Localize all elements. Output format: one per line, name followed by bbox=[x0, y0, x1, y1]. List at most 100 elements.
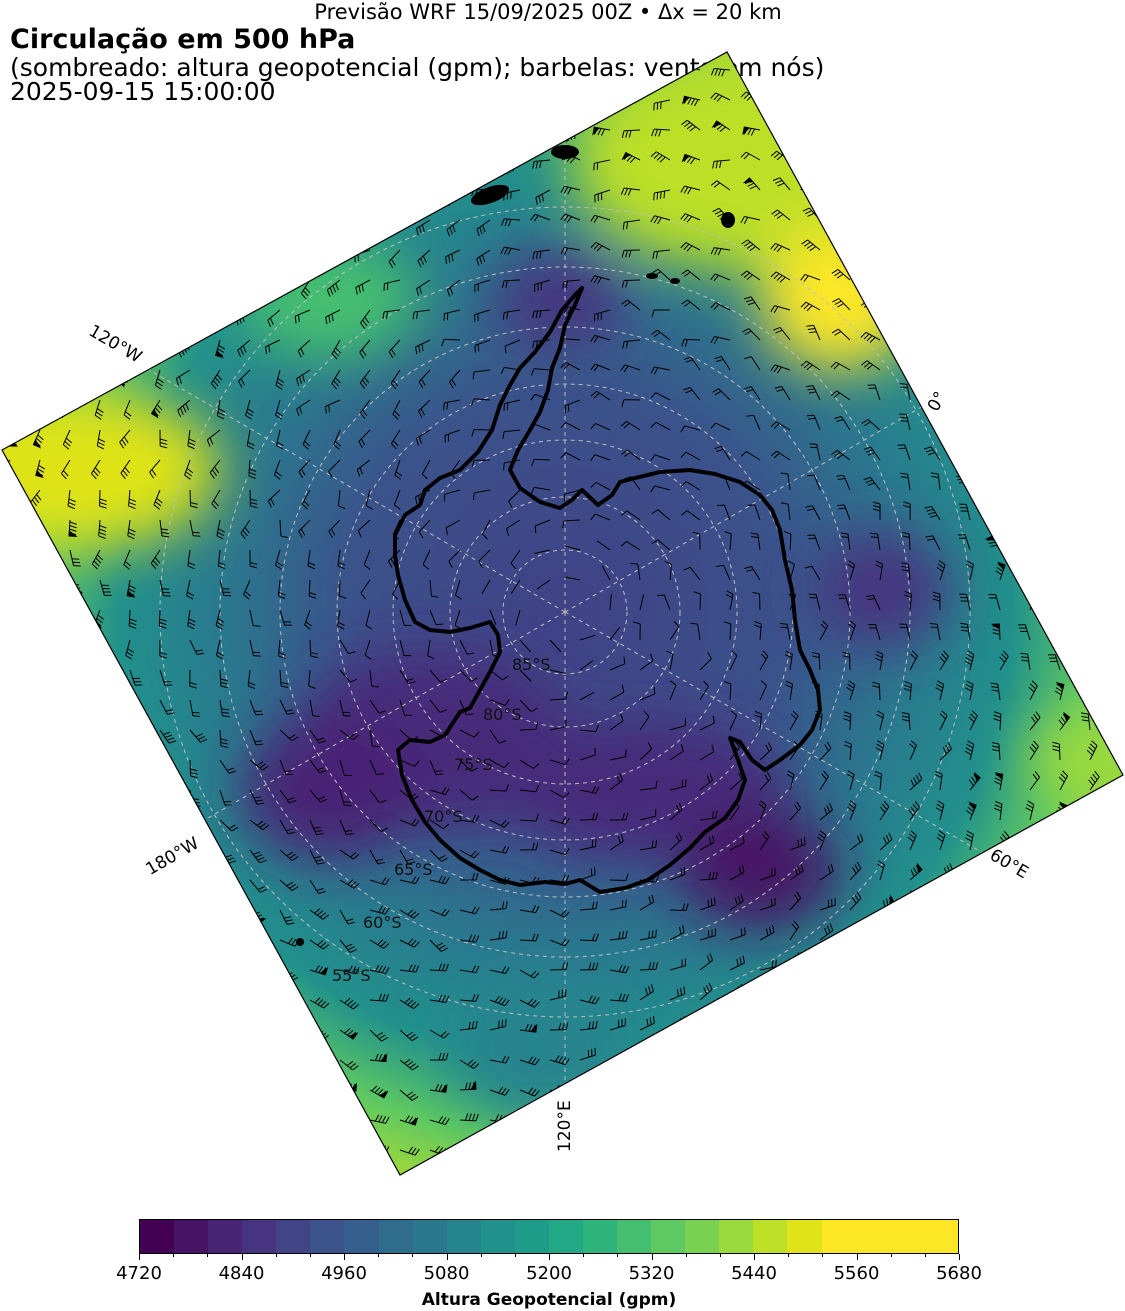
wind-barb bbox=[639, 653, 654, 671]
wind-barb bbox=[831, 449, 851, 461]
colorbar-minor-tick bbox=[173, 1254, 175, 1257]
wind-barb bbox=[399, 609, 412, 626]
wind-barb bbox=[249, 1054, 270, 1064]
wind-barb bbox=[861, 120, 881, 132]
colorbar-segment bbox=[855, 1220, 890, 1253]
wind-barb bbox=[831, 149, 851, 161]
wind-barb bbox=[716, 564, 731, 581]
wind-barb bbox=[298, 519, 311, 538]
wind-barb bbox=[473, 99, 491, 111]
wind-barb bbox=[8, 729, 18, 747]
wind-barb bbox=[123, 399, 132, 420]
wind-barb bbox=[579, 995, 600, 1005]
wind-barb bbox=[129, 906, 149, 920]
wind-barb bbox=[369, 669, 379, 688]
wind-barb bbox=[530, 97, 551, 106]
wind-barb bbox=[699, 1016, 716, 1031]
wind-barb bbox=[590, 363, 611, 372]
wind-barb bbox=[337, 609, 345, 630]
wind-barb bbox=[981, 148, 1001, 161]
wind-barb bbox=[902, 531, 911, 551]
wind-barb bbox=[847, 800, 857, 821]
wind-barb bbox=[205, 52, 212, 56]
wind-barb bbox=[309, 1059, 328, 1073]
wind-barb bbox=[339, 699, 351, 717]
wind-barb bbox=[69, 789, 79, 808]
wind-barb bbox=[1042, 328, 1061, 341]
wind-barb bbox=[621, 449, 641, 461]
wind-barb bbox=[388, 339, 401, 359]
wind-barb bbox=[639, 1080, 657, 1091]
wind-barb bbox=[297, 339, 311, 358]
wind-barb bbox=[331, 369, 341, 390]
wind-barb bbox=[809, 443, 821, 461]
wind-barb bbox=[951, 118, 971, 131]
wind-barb bbox=[1027, 1070, 1039, 1091]
wind-barb bbox=[922, 357, 941, 371]
wind-barb bbox=[243, 579, 251, 600]
wind-barb bbox=[959, 503, 971, 521]
wind-barb bbox=[909, 1012, 923, 1031]
wind-barb bbox=[212, 279, 224, 299]
wind-barb bbox=[831, 328, 851, 341]
wind-barb bbox=[508, 489, 521, 508]
colorbar-segment bbox=[685, 1220, 720, 1253]
wind-barb bbox=[770, 242, 791, 253]
wind-barb bbox=[399, 759, 420, 767]
wind-barb bbox=[1059, 1044, 1075, 1061]
wind-barb bbox=[907, 830, 917, 851]
wind-barb bbox=[699, 1104, 714, 1121]
wind-barb bbox=[69, 819, 78, 839]
wind-barb bbox=[1046, 234, 1061, 251]
wind-barb bbox=[414, 52, 416, 53]
wind-barb bbox=[650, 61, 671, 72]
wind-barb bbox=[639, 1134, 655, 1151]
wind-barb bbox=[7, 669, 17, 688]
wind-barb bbox=[207, 189, 221, 208]
wind-barb bbox=[430, 1180, 449, 1190]
wind-barb bbox=[549, 874, 570, 883]
wind-barb bbox=[9, 1149, 26, 1165]
wind-barb bbox=[990, 682, 1001, 701]
wind-barb bbox=[1052, 741, 1061, 761]
wind-barb bbox=[59, 129, 72, 149]
wind-barb bbox=[429, 699, 447, 713]
wind-barb bbox=[1018, 323, 1031, 341]
wind-barb bbox=[91, 159, 101, 180]
wind-barb bbox=[249, 969, 269, 982]
wind-barb bbox=[189, 759, 198, 779]
colorbar-segment bbox=[889, 1220, 924, 1253]
wind-barb bbox=[68, 519, 78, 537]
wind-barb bbox=[99, 938, 118, 953]
wind-barb bbox=[1059, 1012, 1073, 1031]
wind-barb bbox=[6, 549, 16, 568]
colorbar-segment bbox=[651, 1220, 686, 1253]
wind-barb bbox=[159, 936, 179, 950]
wind-barb bbox=[510, 549, 521, 570]
wind-barb bbox=[801, 154, 821, 166]
wind-barb bbox=[296, 399, 311, 416]
wind-barb bbox=[550, 1178, 569, 1186]
wind-barb bbox=[189, 1149, 210, 1159]
wind-barb bbox=[128, 609, 137, 629]
wind-barb bbox=[549, 758, 570, 766]
wind-barb bbox=[1076, 84, 1091, 101]
wind-barb bbox=[270, 249, 281, 270]
wind-barb bbox=[210, 369, 223, 390]
wind-barb bbox=[179, 249, 191, 269]
wind-barb bbox=[355, 189, 371, 205]
wind-barb bbox=[840, 532, 851, 551]
wind-barb bbox=[279, 819, 296, 835]
wind-barb bbox=[471, 159, 491, 169]
wind-barb bbox=[114, 249, 131, 265]
wind-barb bbox=[875, 740, 885, 761]
wind-barb bbox=[206, 429, 221, 447]
wind-barb bbox=[560, 213, 581, 223]
polar-map: 120°W 0° 60°E 120°E 180°W 85°S 80°S 75°S… bbox=[1, 51, 1124, 1190]
colorbar-minor-tick bbox=[788, 1254, 790, 1257]
parallel-label-60s: 60°S bbox=[363, 913, 402, 932]
wind-barb bbox=[609, 626, 621, 641]
wind-barb bbox=[965, 680, 974, 701]
wind-barb bbox=[429, 908, 450, 917]
wind-barb bbox=[532, 249, 551, 260]
